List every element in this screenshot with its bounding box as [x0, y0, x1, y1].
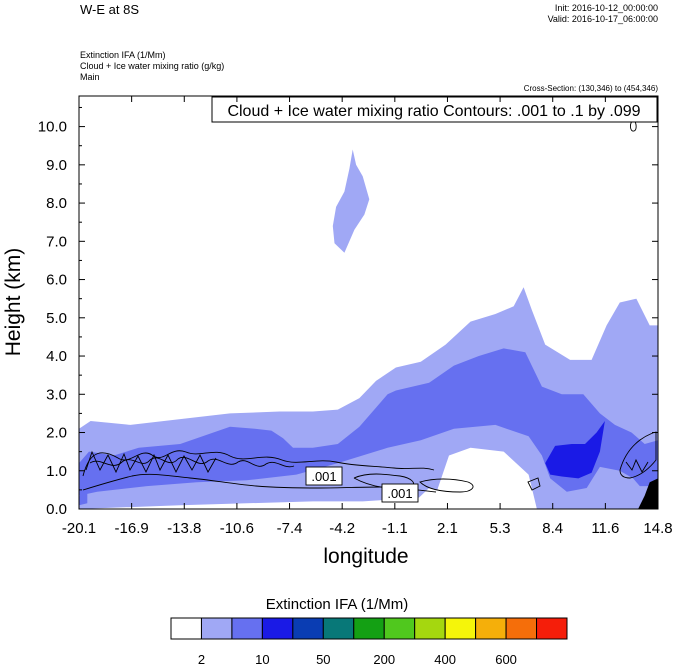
x-tick-label: 14.8 [643, 520, 672, 537]
extinction-band-level-2 [79, 486, 88, 506]
extinction-band-level-1 [332, 149, 370, 253]
colorbar-swatch [475, 617, 507, 640]
colorbar-tick-label: 200 [373, 652, 396, 667]
contour-label-text: .001 [311, 469, 336, 484]
colorbar-tick-label: 10 [255, 652, 270, 667]
x-tick-label: -13.8 [167, 520, 201, 537]
x-tick-label: -16.9 [115, 520, 149, 537]
y-tick-label: 4.0 [46, 348, 67, 365]
colorbar-title: Extinction IFA (1/Mm) [265, 596, 409, 613]
colorbar-swatch [444, 617, 477, 640]
contour-line [630, 119, 637, 132]
overlay-info-text: Cloud + Ice water mixing ratio Contours:… [227, 103, 640, 120]
colorbar-swatch [200, 617, 233, 640]
y-tick-label: 7.0 [46, 233, 67, 250]
extinction-band-level-2 [79, 348, 658, 496]
colorbar-tick-label: 2 [197, 652, 206, 667]
subtitle-mixing-ratio: Cloud + Ice water mixing ratio (g/kg) [80, 61, 225, 71]
x-tick-label: -20.1 [62, 520, 96, 537]
extinction-band-level-3 [545, 421, 605, 479]
x-tick-label: 11.6 [591, 520, 619, 537]
contour-line [85, 450, 217, 474]
x-tick-label: -7.4 [277, 520, 303, 537]
colorbar-tick-label: 50 [316, 652, 331, 667]
colorbar-swatch [353, 617, 385, 640]
colorbar-swatch [383, 617, 416, 640]
cross-section-label: Cross-Section: (130,346) to (454,346) [523, 84, 658, 93]
y-tick-label: 2.0 [46, 425, 67, 442]
x-tick-label: -10.6 [220, 520, 254, 537]
x-tick-label: 8.4 [542, 520, 563, 537]
colorbar-tick-label: 400 [434, 652, 456, 667]
contour-line [419, 478, 474, 493]
chart-title: W-E at 8S [80, 2, 140, 17]
colorbar-swatch [170, 617, 202, 640]
contour-line [527, 477, 541, 491]
y-tick-label: 8.0 [46, 195, 67, 212]
y-tick-label: 10.0 [38, 119, 67, 136]
cross-section-plot: .001 .001 Cloud + Ice water mixing ratio… [2, 95, 673, 568]
y-tick-label: 0.0 [46, 501, 67, 518]
colorbar-swatch [414, 617, 446, 640]
x-tick-label: -4.2 [329, 520, 355, 537]
x-tick-label: 2.1 [437, 520, 458, 537]
colorbar [170, 617, 568, 640]
x-tick-label: -1.1 [382, 520, 408, 537]
colorbar-swatch [231, 617, 263, 640]
y-tick-label: 9.0 [46, 157, 67, 174]
mixing-ratio-contours: .001 .001 [82, 119, 657, 503]
colorbar-swatch [505, 617, 538, 640]
valid-time: Valid: 2016-10-17_06:00:00 [547, 14, 658, 24]
terrain-region [638, 478, 658, 509]
subtitle-extinction: Extinction IFA (1/Mm) [80, 50, 166, 60]
y-tick-label: 6.0 [46, 272, 67, 289]
contour-line [625, 458, 649, 473]
y-tick-label: 1.0 [46, 463, 67, 480]
colorbar-swatch [292, 617, 324, 640]
x-tick-label: 5.3 [490, 520, 511, 537]
init-time: Init: 2016-10-12_00:00:00 [554, 3, 658, 13]
contour-label-1: .001 [305, 466, 343, 486]
colorbar-tick-label: 600 [495, 652, 517, 667]
axes: -20.1 -16.9 -13.8 -10.6 -7.4 -4.2 -1.1 2.1 5.3 8.… [38, 96, 673, 537]
y-tick-label: 5.0 [46, 310, 67, 327]
colorbar-swatch [536, 617, 568, 640]
subtitle-domain: Main [80, 72, 100, 82]
contour-label-2: .001 [381, 483, 419, 503]
colorbar-swatch [322, 617, 355, 640]
contour-label-text: .001 [387, 486, 412, 501]
overlay-info-box: Cloud + Ice water mixing ratio Contours:… [211, 96, 658, 123]
contour-line [619, 431, 657, 479]
colorbar-swatch [261, 617, 294, 640]
plot-frame [78, 95, 659, 510]
contour-line [89, 456, 295, 468]
x-axis-title: longitude [323, 545, 408, 568]
y-axis-title: Height (km) [2, 248, 25, 357]
y-tick-label: 3.0 [46, 386, 67, 403]
